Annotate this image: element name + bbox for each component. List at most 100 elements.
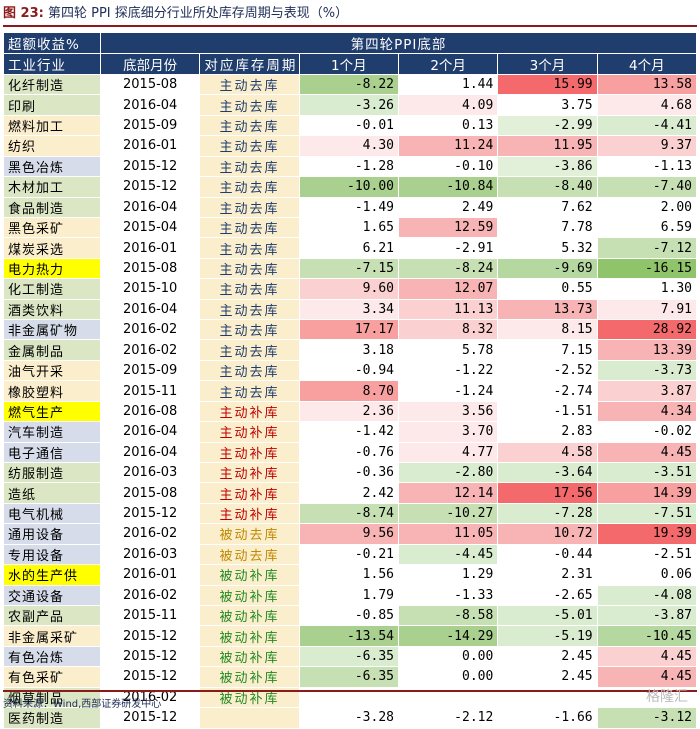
table-row: 电气机械 2015-12 主动补库 -8.74 -10.27 -7.28 -7.51: [3, 502, 698, 525]
month-cell: 2015-12: [99, 155, 201, 178]
cycle-cell: 主动去库: [199, 257, 300, 280]
table-row: 电子通信 2016-04 主动补库 -0.76 4.77 4.58 4.45: [3, 441, 698, 464]
return-cell: 2.36: [298, 400, 399, 423]
month-cell: 2015-08: [99, 482, 201, 504]
return-cell: 8.70: [298, 380, 399, 402]
month-cell: 2016-04: [99, 441, 201, 464]
month-cell: 2015-09: [99, 114, 201, 137]
return-cell: 28.92: [596, 319, 698, 341]
return-cell: -10.27: [397, 502, 499, 525]
cycle-cell: 被动补库: [199, 564, 300, 586]
return-cell: -8.74: [298, 502, 399, 525]
return-cell: 1.30: [596, 278, 698, 300]
industry-cell: 橡胶塑料: [3, 380, 101, 402]
return-cell: 4.45: [596, 645, 698, 668]
table-row: 通用设备 2016-02 被动去库 9.56 11.05 10.72 19.39: [3, 523, 698, 545]
return-cell: 2.45: [497, 666, 598, 688]
return-cell: -14.29: [397, 625, 499, 647]
return-cell: 4.45: [596, 666, 698, 688]
cycle-cell: 被动补库: [199, 625, 300, 647]
month-cell: 2016-02: [99, 523, 201, 545]
return-cell: -3.12: [596, 707, 698, 729]
return-cell: 11.95: [497, 135, 598, 157]
month-cell: 2016-03: [99, 543, 201, 566]
figure-number: 图 23:: [3, 6, 44, 21]
month-cell: 2015-08: [99, 73, 201, 96]
industry-cell: 烟草制品: [3, 686, 101, 709]
industry-cell: 水的生产供: [3, 564, 101, 586]
month-cell: 2016-04: [99, 94, 201, 116]
return-cell: 4.58: [497, 441, 598, 464]
return-cell: 12.07: [397, 278, 499, 300]
return-cell: -0.85: [298, 604, 399, 627]
month-cell: 2015-10: [99, 278, 201, 300]
return-cell: 4.68: [596, 94, 698, 116]
industry-cell: 纺织: [3, 135, 101, 157]
cycle-cell: 主动去库: [199, 319, 300, 341]
return-cell: -5.01: [497, 604, 598, 627]
month-cell: 2015-11: [99, 380, 201, 402]
return-cell: 8.32: [397, 319, 499, 341]
cycle-cell: 主动去库: [199, 359, 300, 382]
return-cell: -4.41: [596, 114, 698, 137]
return-cell: 0.00: [397, 645, 499, 668]
table-row: 黑色采矿 2015-04 主动去库 1.65 12.59 7.78 6.59: [3, 216, 698, 239]
return-cell: -9.69: [497, 257, 598, 280]
return-cell: -0.94: [298, 359, 399, 382]
header-excess-return: 超额收益%: [3, 32, 101, 54]
return-cell: -8.40: [497, 176, 598, 198]
return-cell: 12.14: [397, 482, 499, 504]
month-cell: 2015-12: [99, 176, 201, 198]
table-row: 医药制造 2015-12 -3.28 -2.12 -1.66 -3.12: [3, 707, 698, 729]
return-cell: 6.21: [298, 237, 399, 259]
return-cell: -2.51: [596, 543, 698, 566]
return-cell: -2.80: [397, 462, 499, 484]
cycle-cell: 主动去库: [199, 278, 300, 300]
return-cell: 11.05: [397, 523, 499, 545]
table-row: 烟草制品 2016-02 被动补库: [3, 686, 698, 709]
return-cell: -6.35: [298, 645, 399, 668]
return-cell: -10.45: [596, 625, 698, 647]
cycle-cell: 主动去库: [199, 94, 300, 116]
return-cell: -3.28: [298, 707, 399, 729]
return-cell: -2.65: [497, 584, 598, 606]
industry-cell: 通用设备: [3, 523, 101, 545]
return-cell: 7.62: [497, 196, 598, 218]
return-cell: -4.45: [397, 543, 499, 566]
cycle-cell: 被动补库: [199, 604, 300, 627]
return-cell: -0.02: [596, 421, 698, 443]
header-cycle: 对应库存周期: [199, 53, 300, 75]
cycle-cell: 主动去库: [199, 73, 300, 96]
industry-cell: 金属制品: [3, 339, 101, 361]
table-row: 有色冶炼 2015-12 被动补库 -6.35 0.00 2.45 4.45: [3, 645, 698, 668]
industry-cell: 电力热力: [3, 257, 101, 280]
return-cell: -3.73: [596, 359, 698, 382]
month-cell: 2015-04: [99, 216, 201, 239]
return-cell: -3.51: [596, 462, 698, 484]
table-row: 酒类饮料 2016-04 主动去库 3.34 11.13 13.73 7.91: [3, 298, 698, 321]
return-cell: [596, 686, 698, 709]
table-row: 汽车制造 2016-04 主动补库 -1.42 3.70 2.83 -0.02: [3, 421, 698, 443]
table-row: 油气开采 2015-09 主动去库 -0.94 -1.22 -2.52 -3.73: [3, 359, 698, 382]
return-cell: 3.70: [397, 421, 499, 443]
month-cell: 2015-12: [99, 502, 201, 525]
return-cell: 11.13: [397, 298, 499, 321]
cycle-cell: 主动去库: [199, 380, 300, 402]
table-row: 燃料加工 2015-09 主动去库 -0.01 0.13 -2.99 -4.41: [3, 114, 698, 137]
cycle-cell: 主动补库: [199, 400, 300, 423]
return-cell: -8.24: [397, 257, 499, 280]
month-cell: 2015-12: [99, 707, 201, 729]
industry-cell: 化纤制造: [3, 73, 101, 96]
table-row: 农副产品 2015-11 被动补库 -0.85 -8.58 -5.01 -3.87: [3, 604, 698, 627]
return-cell: -3.64: [497, 462, 598, 484]
table-row: 橡胶塑料 2015-11 主动去库 8.70 -1.24 -2.74 3.87: [3, 380, 698, 402]
industry-cell: 电气机械: [3, 502, 101, 525]
return-cell: 1.44: [397, 73, 499, 96]
return-cell: 7.91: [596, 298, 698, 321]
industry-cell: 有色采矿: [3, 666, 101, 688]
return-cell: 5.78: [397, 339, 499, 361]
return-cell: 7.78: [497, 216, 598, 239]
table-row: 化纤制造 2015-08 主动去库 -8.22 1.44 15.99 13.58: [3, 73, 698, 96]
return-cell: -0.01: [298, 114, 399, 137]
month-cell: 2016-04: [99, 298, 201, 321]
